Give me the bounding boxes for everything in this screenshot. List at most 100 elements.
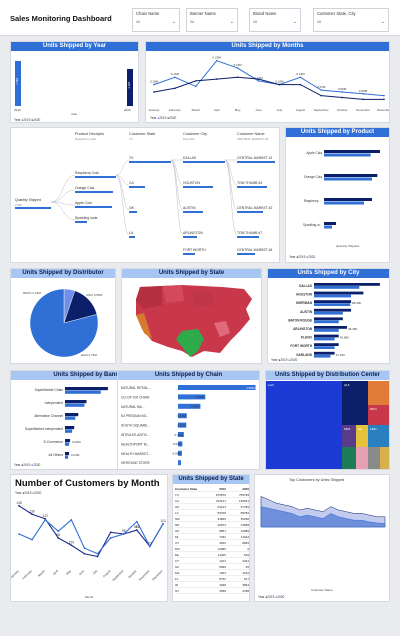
table-row[interactable]: MA 1253 1162	[175, 570, 249, 576]
table-cell: 1253	[219, 571, 226, 575]
table-row[interactable]: ML 11025 816	[175, 552, 249, 558]
filter-chain[interactable]: Chain Name All ⌄	[132, 8, 180, 32]
table-row[interactable]: NM 33845 35258	[175, 516, 249, 522]
table-row[interactable]: AZ 5590 65	[175, 564, 249, 570]
bar-2019	[314, 291, 364, 295]
table-header-row[interactable]: Customer State 2019 2020	[175, 486, 249, 492]
data-point	[57, 530, 60, 533]
tree-node[interactable]: TX	[129, 156, 134, 160]
table-cell: MA	[175, 571, 180, 575]
table-cell: 816	[243, 553, 249, 557]
x-tick-label: October	[337, 108, 348, 112]
data-point	[109, 531, 112, 534]
tree-node[interactable]: CA	[129, 181, 134, 185]
tree-node[interactable]: AUSTIN	[183, 206, 196, 210]
tree-node[interactable]: Orange Cola	[75, 186, 95, 190]
panel-title: Units Shipped by City	[268, 269, 389, 278]
tile-label: MIDI	[344, 427, 351, 431]
tree-node[interactable]: OK	[129, 206, 134, 210]
table-row[interactable]: UT 4812 8684	[175, 540, 249, 546]
tree-node[interactable]: TOM THUMB #3	[237, 181, 263, 185]
table-row[interactable]: ND 20873 12868	[175, 522, 249, 528]
bar-2019	[65, 439, 71, 443]
table-row[interactable]: OK 8661 10985	[175, 528, 249, 534]
panel-title: Units Shipped by Distribution Center	[266, 371, 389, 380]
legend-dot-2020: ●	[306, 255, 309, 259]
legend-title: Year	[150, 116, 157, 120]
table-row[interactable]: OK 63124 97786	[175, 504, 249, 510]
tree-node[interactable]: Raspberry Cola	[75, 171, 99, 175]
data-label: 0.01M	[71, 453, 80, 457]
tree-node-bar	[129, 211, 137, 213]
state-table[interactable]: Customer State 2019 2020 TX 975876 755784 CA 22…	[175, 486, 249, 594]
table-row[interactable]: NY 3558 2788	[175, 588, 249, 594]
data-point	[383, 94, 385, 97]
bar-2020	[324, 177, 372, 181]
tree-node[interactable]: HOUSTON	[183, 181, 200, 185]
tree-node[interactable]: CENTRAL MARKET #2	[237, 206, 273, 210]
tree-node[interactable]: CENTRAL MARKET #1	[237, 156, 273, 160]
table-row[interactable]: TX 975876 755784	[175, 492, 249, 498]
table-row[interactable]: ID 4038 3864	[175, 582, 249, 588]
filter-banner[interactable]: Banner Name All ⌄	[186, 8, 238, 32]
x-tick-label: July	[92, 569, 99, 576]
units-by-months-panel: Units Shipped by Months January February M…	[145, 41, 390, 123]
bar-2020	[314, 329, 339, 332]
tree-node[interactable]: Apple Cola	[75, 201, 92, 205]
bar-2020	[314, 346, 335, 349]
x-tick-2020: 2020	[124, 108, 131, 112]
category-label: NJ PREDNA NIG...	[121, 414, 149, 418]
legend-item: 2020	[33, 118, 41, 122]
panel-title: Units Shipped by Year	[11, 42, 138, 51]
tree-node[interactable]: TOM THUMB #7	[237, 231, 263, 235]
tree-node[interactable]: ARLINGTON	[183, 231, 203, 235]
tree-header-3[interactable]: Customer City	[183, 132, 208, 136]
tree-node-bar	[237, 161, 275, 163]
data-point	[122, 533, 125, 535]
panel-title: Units Shipped by Chain	[118, 371, 259, 380]
filter-brand[interactable]: Brand Name All ⌄	[249, 8, 301, 32]
tree-header-4[interactable]: Customer Name	[237, 132, 265, 136]
data-point	[153, 83, 155, 86]
table-cell: 6	[247, 547, 249, 551]
tree-header-1[interactable]: Product Decriptio	[75, 132, 105, 136]
table-row[interactable]: LA 59768 58782	[175, 510, 249, 516]
data-label: 0.07M	[317, 85, 326, 89]
tree-node[interactable]: CENTRAL MARKET #4	[237, 248, 273, 252]
tree-node[interactable]: Sparkling soda	[75, 216, 98, 220]
data-point	[236, 67, 239, 69]
us-state-map[interactable]	[122, 279, 262, 364]
table-row[interactable]: CT 1014 2341	[175, 558, 249, 564]
pie-label-unfi: UNFI 0.55M	[86, 293, 103, 297]
table-row[interactable]: MO 14999 6	[175, 546, 249, 552]
table-cell: 3864	[242, 583, 249, 587]
tile-label: NE	[358, 427, 363, 431]
tree-node[interactable]: DALLAS	[183, 156, 197, 160]
tree-node[interactable]: LA	[129, 231, 134, 235]
tree-node-bar	[129, 161, 171, 163]
data-point	[135, 520, 138, 523]
data-label: 0.18M	[177, 414, 186, 418]
tree-header-2[interactable]: Customer State	[129, 132, 156, 136]
tree-root-bar[interactable]	[15, 207, 51, 209]
data-label: 0.12M	[254, 76, 263, 80]
treemap-tile	[266, 381, 342, 469]
data-point	[149, 545, 151, 548]
table-row[interactable]: CA 221121 125941	[175, 498, 249, 504]
data-point	[215, 78, 218, 80]
table-row[interactable]: MI 7492 11642	[175, 534, 249, 540]
filter-customer-state-city[interactable]: Customer State, City All ⌄	[313, 8, 389, 32]
x-tick-label: July	[277, 108, 283, 112]
x-tick-label: August	[102, 569, 112, 579]
tree-node[interactable]: FORT WORTH	[183, 248, 206, 252]
bar-2020	[65, 390, 101, 394]
table-row[interactable]: FL 8742 517	[175, 576, 249, 582]
table-cell: 35258	[240, 517, 249, 521]
legend: Year ●2019 ●2020	[271, 358, 297, 362]
dist-center-treemap[interactable]	[266, 381, 390, 470]
bar-2020[interactable]	[127, 69, 133, 106]
bar-2019[interactable]	[15, 61, 21, 106]
x-tick-label: April	[214, 108, 220, 112]
legend-title: Year	[15, 491, 22, 495]
x-tick-label: May	[235, 108, 241, 112]
